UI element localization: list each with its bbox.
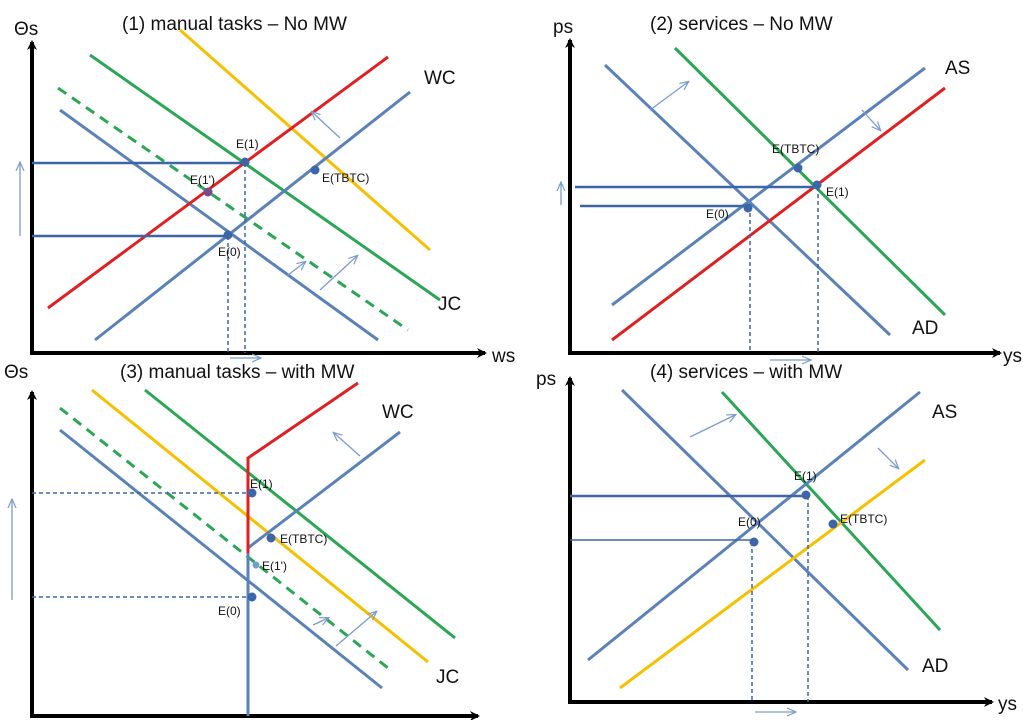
panel-1-y-axis-label: Θs	[14, 19, 38, 40]
panel-2-shift-arrow-ad	[861, 109, 880, 130]
panel-1-red-wc-curve	[47, 55, 389, 310]
panel-3: (3) manual tasks – with MW Θs E(1) E(TBT…	[4, 362, 480, 720]
panel-3-shift-arrow-jc-1	[312, 618, 328, 626]
panel-4-green-curve	[720, 390, 942, 632]
panel-1-blue-wc-curve	[94, 90, 411, 342]
panel-3-shift-arrow-wc	[334, 433, 361, 457]
panel-3-dashed-green-curve	[59, 406, 389, 670]
panel-2-point-e0	[743, 203, 753, 213]
panel-4-ad-curve-blue	[620, 388, 910, 672]
panel-3-yellow-curve	[91, 388, 429, 664]
panel-1-label-e1: E(1)	[236, 137, 259, 151]
panel-4-y-axis-label: ps	[536, 369, 556, 390]
panel-3-point-etbtc	[266, 533, 276, 543]
panel-1-green-curve	[89, 53, 441, 302]
panel-4-label-e0: E(0)	[738, 515, 761, 529]
panel-2-label-etbtc: E(TBTC)	[772, 142, 819, 156]
panel-3-y-axis-label: Θs	[4, 362, 28, 383]
panel-3-label-etbtc: E(TBTC)	[280, 532, 327, 546]
panel-4-label-as: AS	[932, 402, 957, 423]
panel-3-label-e0: E(0)	[218, 604, 241, 618]
panel-2-title: (2) services – No MW	[650, 14, 833, 35]
panel-2-green-curve	[673, 46, 947, 317]
panel-3-jc-curve-blue	[59, 428, 383, 690]
panel-1-label-e1prime: E(1')	[190, 173, 215, 187]
panel-3-point-e1	[247, 488, 257, 498]
panel-4-label-e1: E(1)	[794, 469, 817, 483]
panel-2-point-e1	[812, 180, 822, 190]
panel-4: (4) services – with MW ps ys E(1) E(0) E…	[536, 362, 1017, 715]
panel-3-label-e1prime: E(1')	[262, 559, 287, 573]
panel-1: (1) manual tasks – No MW Θs ws E(1) E(1'…	[14, 14, 515, 367]
panel-1-label-etbtc: E(TBTC)	[322, 171, 369, 185]
panel-1-shift-arrow-jc-2	[319, 256, 357, 291]
panel-2-y-axis-label: ps	[553, 17, 573, 38]
panel-2-point-etbtc	[793, 163, 803, 173]
panel-1-yellow-curve	[179, 28, 431, 252]
panel-1-point-e1	[240, 157, 250, 167]
panel-4-as-curve-blue	[587, 390, 921, 662]
panel-2: (2) services – No MW ps ys E(TBTC) E(1) …	[553, 14, 1022, 367]
panel-4-label-ad: AD	[922, 656, 948, 677]
panel-4-yellow-curve	[619, 458, 926, 690]
panel-3-green-curve	[144, 388, 456, 640]
panel-1-jc-curve-blue	[59, 108, 379, 342]
panel-3-wc-curve-blue-upper	[247, 430, 401, 550]
panel-2-x-axis-label: ys	[1003, 346, 1022, 367]
panel-3-label-wc: WC	[382, 402, 414, 423]
panel-2-ad-curve-blue	[603, 63, 892, 337]
panel-1-x-axis-label: ws	[491, 346, 515, 367]
panel-3-point-e1prime	[252, 561, 260, 569]
panel-4-point-e1	[801, 490, 811, 500]
panel-1-shift-arrow-jc-1	[287, 262, 305, 276]
panel-3-label-jc: JC	[436, 667, 459, 688]
panel-1-title: (1) manual tasks – No MW	[122, 14, 347, 35]
panel-4-shift-arrow-ad	[877, 447, 898, 468]
panel-1-label-e0: E(0)	[218, 245, 241, 259]
panel-1-label-wc: WC	[424, 68, 456, 89]
panel-1-point-etbtc	[310, 165, 320, 175]
panel-3-red-wc-curve	[246, 381, 359, 553]
panel-3-title: (3) manual tasks – with MW	[120, 362, 354, 383]
panel-2-label-ad: AD	[912, 318, 938, 339]
panel-4-x-axis-label: ys	[998, 694, 1017, 715]
panel-2-label-e0: E(0)	[706, 207, 729, 221]
panel-4-shift-arrow-as	[689, 415, 735, 438]
panel-1-dashed-green-curve	[57, 86, 409, 332]
panel-4-label-etbtc: E(TBTC)	[840, 512, 887, 526]
panel-1-point-e0	[223, 230, 233, 240]
panel-4-point-e0	[749, 537, 759, 547]
panel-2-label-e1: E(1)	[826, 185, 849, 199]
panel-2-shift-arrow-as	[649, 82, 688, 111]
panel-4-point-etbtc	[828, 519, 838, 529]
panel-2-label-as: AS	[945, 58, 970, 79]
panel-1-label-jc: JC	[438, 294, 461, 315]
panel-1-point-e1prime	[203, 187, 213, 197]
panel-2-as-curve-red	[611, 86, 946, 342]
panel-3-point-e0	[247, 592, 257, 602]
panel-3-label-e1: E(1)	[250, 477, 273, 491]
panel-3-shift-arrow-jc-2	[335, 612, 376, 647]
panel-4-title: (4) services – with MW	[650, 362, 842, 383]
panel-1-shift-arrow-wc	[312, 112, 341, 139]
